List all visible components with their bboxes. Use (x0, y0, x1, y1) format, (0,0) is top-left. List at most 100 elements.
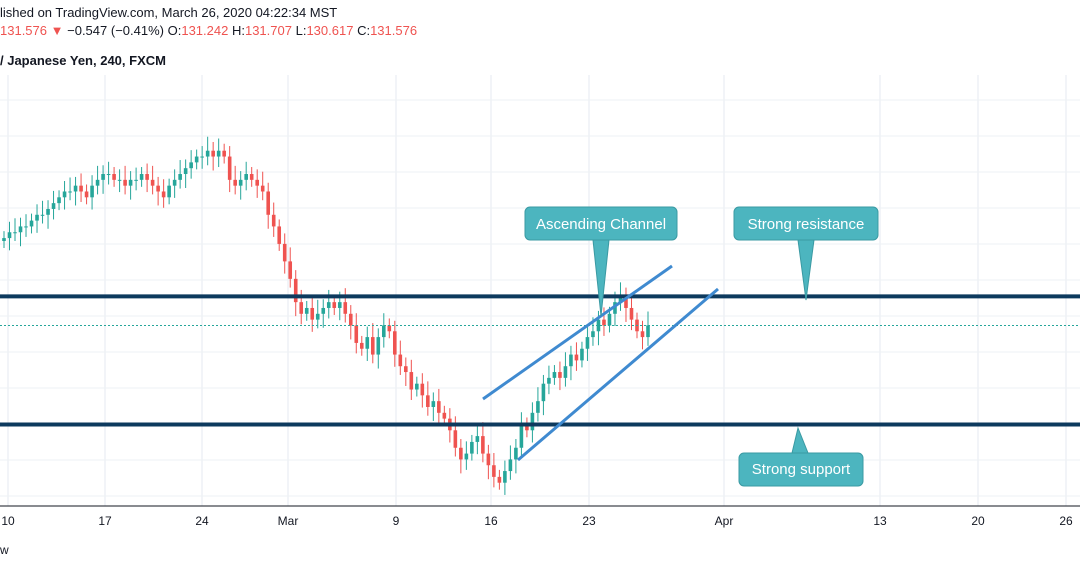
candle-body (13, 232, 17, 234)
candle-body (211, 150, 215, 157)
candle-body (51, 203, 56, 209)
candle-body (315, 313, 320, 320)
open-value: 131.242 (181, 23, 229, 38)
candle-body (117, 179, 122, 181)
channel-lower-line[interactable] (517, 287, 719, 462)
candle-body (530, 412, 535, 431)
candle-body (596, 319, 601, 332)
candle-body (106, 174, 111, 176)
candle-body (172, 179, 177, 186)
candle-body (293, 278, 298, 303)
candle-body (541, 383, 546, 402)
candle-body (492, 465, 496, 477)
x-tick-label: Mar (278, 514, 299, 528)
candle-body (95, 179, 100, 186)
candle-body (227, 156, 232, 180)
candle-body (574, 354, 579, 361)
candle-body (167, 185, 171, 198)
candle-body (453, 430, 458, 448)
candle-body (277, 226, 282, 244)
x-tick-label: 9 (393, 514, 400, 528)
candle-body (591, 331, 595, 338)
candle-body (547, 377, 551, 384)
candles (2, 136, 650, 495)
candle-body (29, 220, 34, 227)
callout-strong-resistance-text: Strong resistance (748, 216, 865, 233)
candle-body (222, 150, 226, 157)
candle-body (420, 383, 425, 396)
publish-text: lished on TradingView.com, March 26, 202… (0, 5, 338, 20)
candle-body (156, 185, 160, 192)
callout-strong-support[interactable]: Strong support (738, 426, 864, 487)
x-tick-label: 10 (1, 514, 15, 528)
candle-body (326, 302, 331, 308)
candle-body (409, 372, 414, 390)
x-tick-label: 20 (971, 514, 985, 528)
candle-body (442, 412, 447, 419)
x-axis-ticks: 10 17 24 Mar 9 16 23 Apr 13 20 26 (1, 514, 1073, 528)
candle-body (128, 179, 133, 186)
candle-body (260, 185, 265, 192)
x-tick-label: 16 (484, 514, 498, 528)
candle-body (437, 401, 441, 413)
candle-body (376, 337, 381, 355)
candle-body (464, 453, 469, 460)
footer-text: w (0, 543, 9, 557)
candle-body (602, 319, 606, 326)
candle-body (123, 179, 127, 186)
candle-body (624, 296, 628, 308)
callout-strong-resistance[interactable]: Strong resistance (733, 206, 879, 301)
callout-ascending-channel-text: Ascending Channel (536, 216, 666, 233)
x-tick-label: 13 (873, 514, 887, 528)
candle-body (486, 453, 491, 466)
candle-body (68, 191, 72, 193)
candle-body (255, 179, 259, 186)
low-label: L: (295, 23, 307, 38)
candle-body (618, 296, 623, 303)
candle-body (24, 226, 28, 228)
candle-body (7, 232, 12, 239)
callout-ascending-channel[interactable]: Ascending Channel (524, 206, 678, 317)
channel-upper-line[interactable] (482, 264, 673, 401)
candle-body (145, 174, 149, 180)
candle-body (35, 214, 39, 221)
low-value: 130.617 (306, 23, 354, 38)
candle-body (563, 366, 568, 378)
candle-body (585, 337, 590, 349)
candle-body (194, 156, 199, 163)
publish-info: lished on TradingView.com, March 26, 202… (0, 5, 337, 20)
candle-body (613, 302, 617, 314)
candle-body (321, 307, 326, 314)
candle-body (233, 179, 237, 186)
candle-body (359, 342, 364, 349)
candle-body (558, 372, 562, 378)
candle-body (426, 395, 430, 407)
candle-body (404, 366, 408, 373)
candle-body (161, 191, 166, 198)
candle-body (337, 302, 342, 308)
candle-body (343, 302, 348, 314)
candle-body (348, 313, 353, 326)
candle-body (431, 401, 436, 407)
candle-body (299, 302, 304, 314)
high-label: H: (231, 23, 245, 38)
candle-body (271, 214, 276, 227)
x-tick-label: 24 (195, 514, 209, 528)
candle-body (387, 325, 392, 332)
last-price: 131.576 (0, 23, 47, 38)
candle-body (57, 197, 61, 204)
candle-body (266, 191, 271, 215)
candle-body (282, 243, 287, 262)
candle-body (90, 185, 94, 198)
candle-body (310, 307, 315, 320)
down-arrow-icon: ▼ (50, 23, 64, 38)
candle-body (370, 337, 375, 355)
high-value: 131.707 (244, 23, 292, 38)
candle-body (205, 150, 210, 157)
candle-body (552, 372, 557, 378)
candle-body (134, 179, 138, 181)
candle-body (503, 471, 507, 483)
x-tick-label: 26 (1059, 514, 1073, 528)
candle-body (569, 354, 573, 367)
